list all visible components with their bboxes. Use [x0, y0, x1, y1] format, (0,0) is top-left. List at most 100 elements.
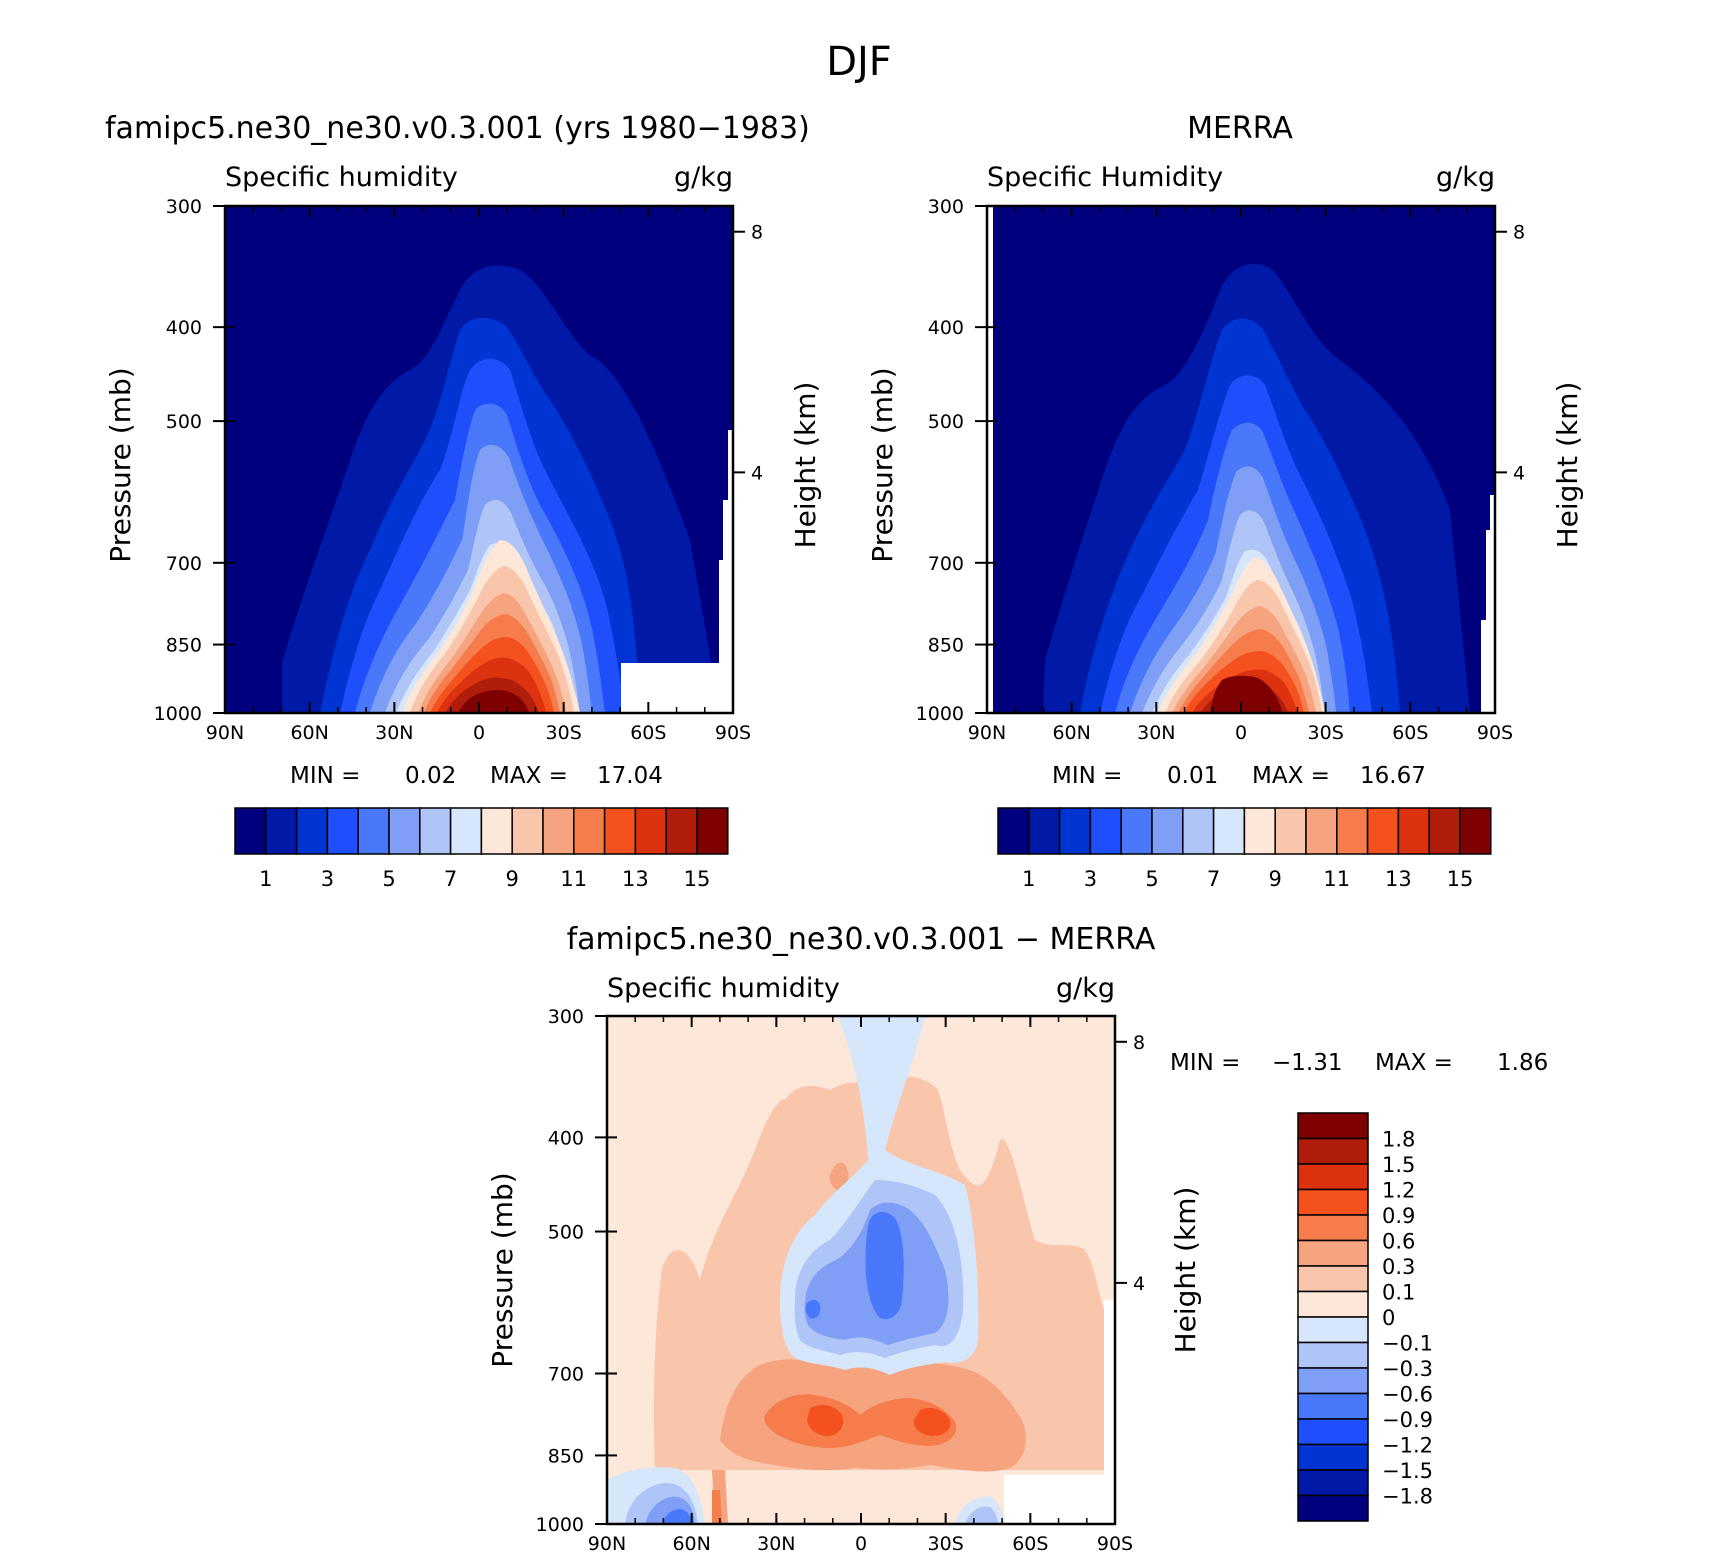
contour-level-15 [458, 690, 529, 713]
colorbar-swatch [1297, 1469, 1369, 1497]
colorbar-label: 1 [259, 867, 272, 891]
colorbar-swatch [1089, 807, 1122, 855]
colorbar-label: −0.1 [1382, 1332, 1433, 1356]
x-tick-label: 30N [757, 1533, 795, 1555]
y-tick-label: 500 [548, 1222, 584, 1244]
y-tick-label: 700 [548, 1364, 584, 1386]
colorbar-label: 13 [1385, 867, 1412, 891]
panel-diff-units-label: g/kg [1056, 973, 1115, 1004]
x-tick-label: 90S [1097, 1533, 1133, 1555]
panel-model-min-label: MIN = [290, 763, 360, 789]
y-tick-label: 400 [548, 1127, 584, 1149]
panel-model-max-value: 17.04 [597, 763, 663, 789]
panel-obs-variable-label: Specific Humidity [987, 162, 1223, 193]
x-tick-label: 30S [546, 722, 582, 744]
colorbar-swatch [1297, 1112, 1369, 1140]
panel-obs-max-value: 16.67 [1360, 763, 1426, 789]
colorbar-swatch [696, 807, 729, 855]
colorbar-swatch [1397, 807, 1430, 855]
colorbar-label: −1.2 [1382, 1434, 1433, 1458]
panel-model-title: famipc5.ne30_ne30.v0.3.001 (yrs 1980−198… [105, 111, 810, 146]
colorbar-swatch [511, 807, 544, 855]
panel-obs: MERRA Specific Humidity g/kg Pressure (m… [866, 111, 1584, 891]
colorbar-swatch [1297, 1494, 1369, 1522]
colorbar-swatch [1336, 807, 1369, 855]
colorbar-label: 1.2 [1382, 1179, 1415, 1203]
y-tick-label: 500 [166, 411, 202, 433]
colorbar-swatch [1428, 807, 1461, 855]
colorbar-swatch [1212, 807, 1246, 855]
x-tick-label: 90N [968, 722, 1006, 744]
colorbar-label: 15 [1447, 867, 1474, 891]
colorbar-swatch [1297, 1392, 1369, 1420]
colorbar-swatch [419, 807, 452, 855]
colorbar-swatch [1297, 1341, 1369, 1369]
colorbar-label: −1.5 [1382, 1459, 1433, 1483]
colorbar-swatch [1297, 1367, 1369, 1395]
panel-model-y2label: Height (km) [789, 382, 822, 549]
colorbar-label: 1 [1022, 867, 1035, 891]
colorbar-swatch [1151, 807, 1184, 855]
y2-tick-label: 8 [1513, 222, 1525, 244]
panel-diff-min-label: MIN = [1170, 1050, 1240, 1076]
colorbar-label: 13 [622, 867, 649, 891]
y-tick-label: 850 [166, 635, 202, 657]
panel-diff-ylabel: Pressure (mb) [486, 1172, 519, 1367]
missing-data-region [1481, 495, 1495, 713]
y-tick-label: 500 [928, 411, 964, 433]
colorbar-label: 0.9 [1382, 1204, 1415, 1228]
panel-obs-min-value: 0.01 [1167, 763, 1218, 789]
colorbar-swatch [665, 807, 698, 855]
diff-level-0.9-to-1.2 [807, 1404, 844, 1436]
colorbar-swatch [1058, 807, 1092, 855]
y-tick-label: 1000 [536, 1514, 584, 1536]
colorbar-swatch [603, 807, 637, 855]
y-tick-label: 700 [928, 553, 964, 575]
colorbar-label: 11 [560, 867, 587, 891]
y-tick-label: 1000 [916, 703, 964, 725]
panel-obs-title: MERRA [1187, 111, 1293, 146]
panel-diff-axes: 90N 60N 30N 0 30S 60S 90S 300 400 500 700 850 1000 8 4 [536, 1006, 1145, 1555]
panel-model-max-label: MAX = [490, 763, 568, 789]
colorbar-label: 7 [1207, 867, 1220, 891]
colorbar-label: 1.5 [1382, 1153, 1415, 1177]
colorbar-swatch [326, 807, 359, 855]
panel-diff-min-value: −1.31 [1272, 1050, 1342, 1076]
colorbar-label: 11 [1323, 867, 1350, 891]
panel-model-axes: 90N 60N 30N 0 30S 60S 90S 300 400 500 700 850 1000 8 4 [154, 196, 763, 744]
panel-model-field [225, 206, 733, 713]
diff-level-minus-0.6-to-minus-0.9 [805, 1299, 821, 1319]
colorbar-swatch [1297, 1290, 1369, 1318]
x-tick-label: 60N [672, 1533, 710, 1555]
panel-obs-max-label: MAX = [1252, 763, 1330, 789]
colorbar-swatch [1028, 807, 1061, 855]
colorbar-swatch [1297, 1443, 1369, 1471]
colorbar-label: 3 [321, 867, 334, 891]
colorbar-label: −0.6 [1382, 1383, 1433, 1407]
colorbar-swatch [1297, 1239, 1369, 1267]
panel-model: famipc5.ne30_ne30.v0.3.001 (yrs 1980−198… [104, 111, 822, 891]
colorbar-swatch [1297, 1188, 1369, 1216]
x-tick-label: 60N [290, 722, 328, 744]
colorbar-label: 0.3 [1382, 1255, 1415, 1279]
colorbar-swatch [265, 807, 298, 855]
figure-title: DJF [826, 39, 892, 85]
colorbar-label: 9 [506, 867, 519, 891]
colorbar-label: 15 [684, 867, 711, 891]
x-tick-label: 0 [473, 722, 485, 744]
colorbar-swatch [997, 807, 1030, 855]
colorbar-swatch [234, 807, 267, 855]
x-tick-label: 30N [375, 722, 413, 744]
colorbar-swatch [357, 807, 390, 855]
x-tick-label: 60N [1052, 722, 1090, 744]
y-tick-label: 300 [928, 196, 964, 218]
colorbar-swatch [295, 807, 329, 855]
missing-data-region [621, 430, 733, 713]
x-tick-label: 60S [1392, 722, 1428, 744]
colorbar-label: 1.8 [1382, 1128, 1415, 1152]
panel-obs-units-label: g/kg [1436, 162, 1495, 193]
y-tick-label: 400 [166, 317, 202, 339]
panel-obs-min-label: MIN = [1052, 763, 1122, 789]
colorbar-swatch [1297, 1163, 1369, 1191]
